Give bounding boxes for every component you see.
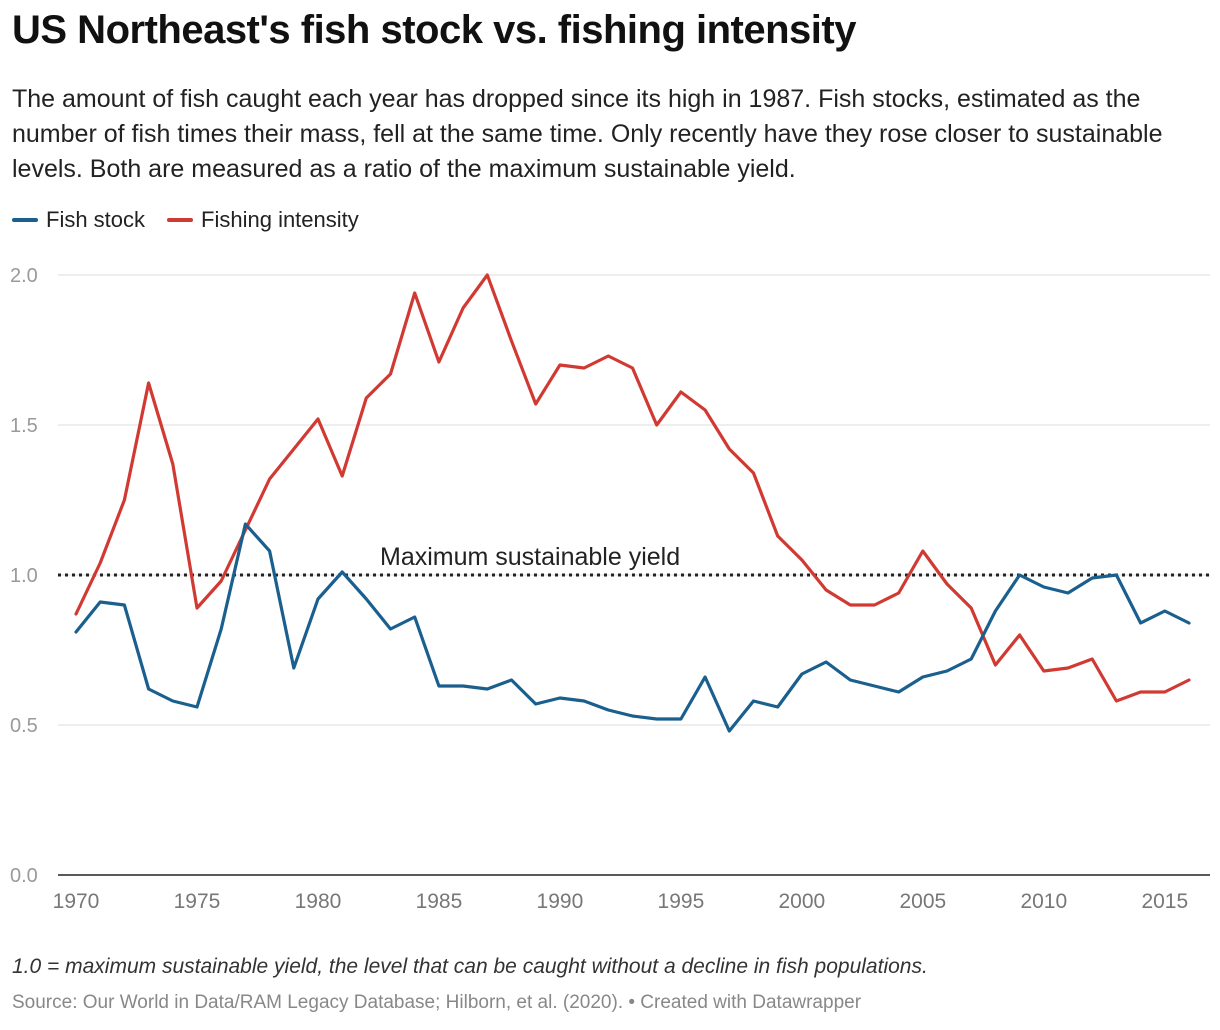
legend-swatch-fish-stock	[12, 218, 38, 222]
y-tick-label: 2.0	[10, 265, 38, 287]
x-tick-label: 1990	[537, 890, 584, 913]
footnote: 1.0 = maximum sustainable yield, the lev…	[12, 955, 928, 978]
legend: Fish stock Fishing intensity	[12, 207, 359, 233]
legend-swatch-fishing-intensity	[167, 218, 194, 222]
x-tick-label: 2015	[1141, 890, 1188, 913]
x-tick-label: 1970	[53, 890, 100, 913]
x-tick-label: 2010	[1020, 890, 1067, 913]
x-tick-label: 1975	[174, 890, 221, 913]
y-tick-label: 0.5	[10, 715, 38, 737]
y-tick-label: 1.5	[10, 415, 38, 437]
series-line-fish-stock	[74, 522, 1191, 733]
chart-title: US Northeast's fish stock vs. fishing in…	[12, 8, 856, 52]
reference-line-label: Maximum sustainable yield	[380, 543, 680, 571]
chart-subtitle: The amount of fish caught each year has …	[12, 85, 1163, 183]
y-tick-label: 0.0	[10, 865, 38, 887]
legend-label-fishing-intensity: Fishing intensity	[201, 207, 359, 232]
legend-item-fishing-intensity: Fishing intensity	[167, 207, 359, 233]
x-tick-label: 2000	[779, 890, 826, 913]
line-chart: 0.0 0.5 1.0 1.5 2.0 1970 1975 1980 1985 1990 1995 2…	[10, 265, 1210, 913]
y-tick-label: 1.0	[10, 565, 38, 587]
x-tick-label: 1985	[416, 890, 463, 913]
x-tick-label: 2005	[899, 890, 946, 913]
x-tick-label: 1995	[658, 890, 705, 913]
x-tick-label: 1980	[295, 890, 342, 913]
legend-item-fish-stock: Fish stock	[12, 207, 145, 233]
series-line-fishing-intensity	[74, 273, 1191, 703]
legend-label-fish-stock: Fish stock	[46, 207, 146, 232]
source-line: Source: Our World in Data/RAM Legacy Dat…	[12, 992, 862, 1013]
